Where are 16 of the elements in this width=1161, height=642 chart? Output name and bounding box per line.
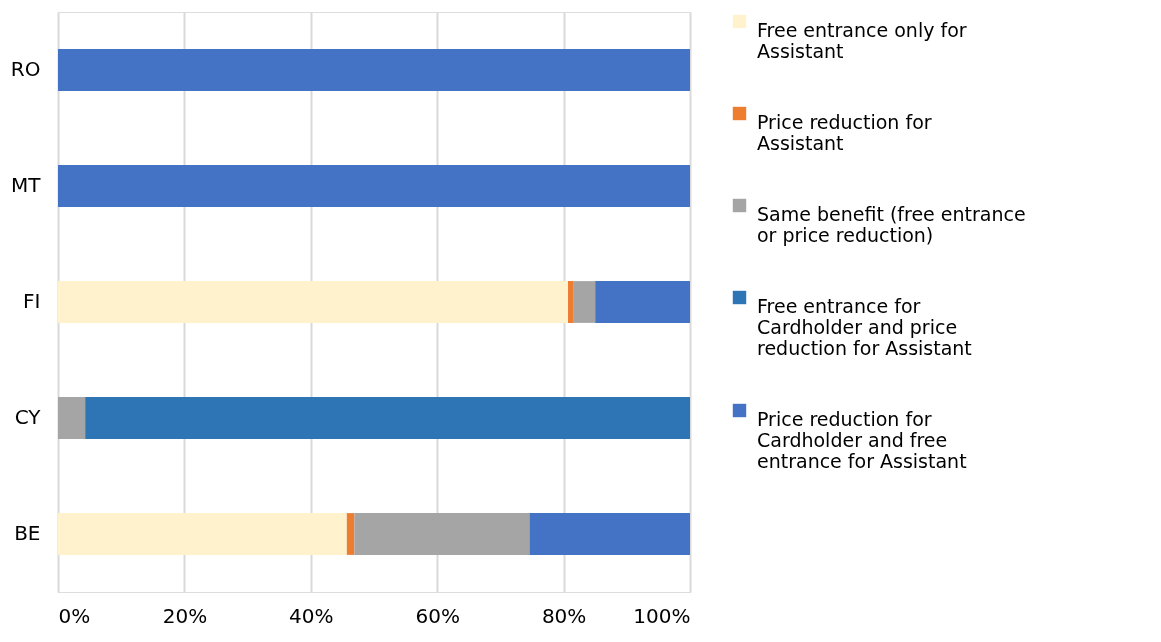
x-tick-label: 60% <box>415 603 460 628</box>
y-tick-label: RO <box>10 57 41 81</box>
y-tick-label: MT <box>11 173 42 197</box>
x-tick-label: 0% <box>58 603 91 628</box>
legend-label: Free entrance for Cardholder and price reduction for Assistant <box>757 294 972 359</box>
x-tick-label: 20% <box>162 603 208 628</box>
y-tick-label: CY <box>14 405 42 429</box>
legend-label: Price reduction for Cardholder and free entrance for Assistant <box>757 407 967 472</box>
legend-label: Same benefit (free entrance or price reduction) <box>757 202 1026 246</box>
x-tick-label: 80% <box>541 603 587 628</box>
y-tick-label: FI <box>23 289 41 313</box>
legend-label: Price reduction for Assistant <box>757 110 932 154</box>
y-tick-label: BE <box>14 521 41 545</box>
x-tick-label: 40% <box>289 603 334 628</box>
x-tick-label: 100% <box>633 603 691 628</box>
legend-label: Free entrance only for Assistant <box>757 18 967 62</box>
